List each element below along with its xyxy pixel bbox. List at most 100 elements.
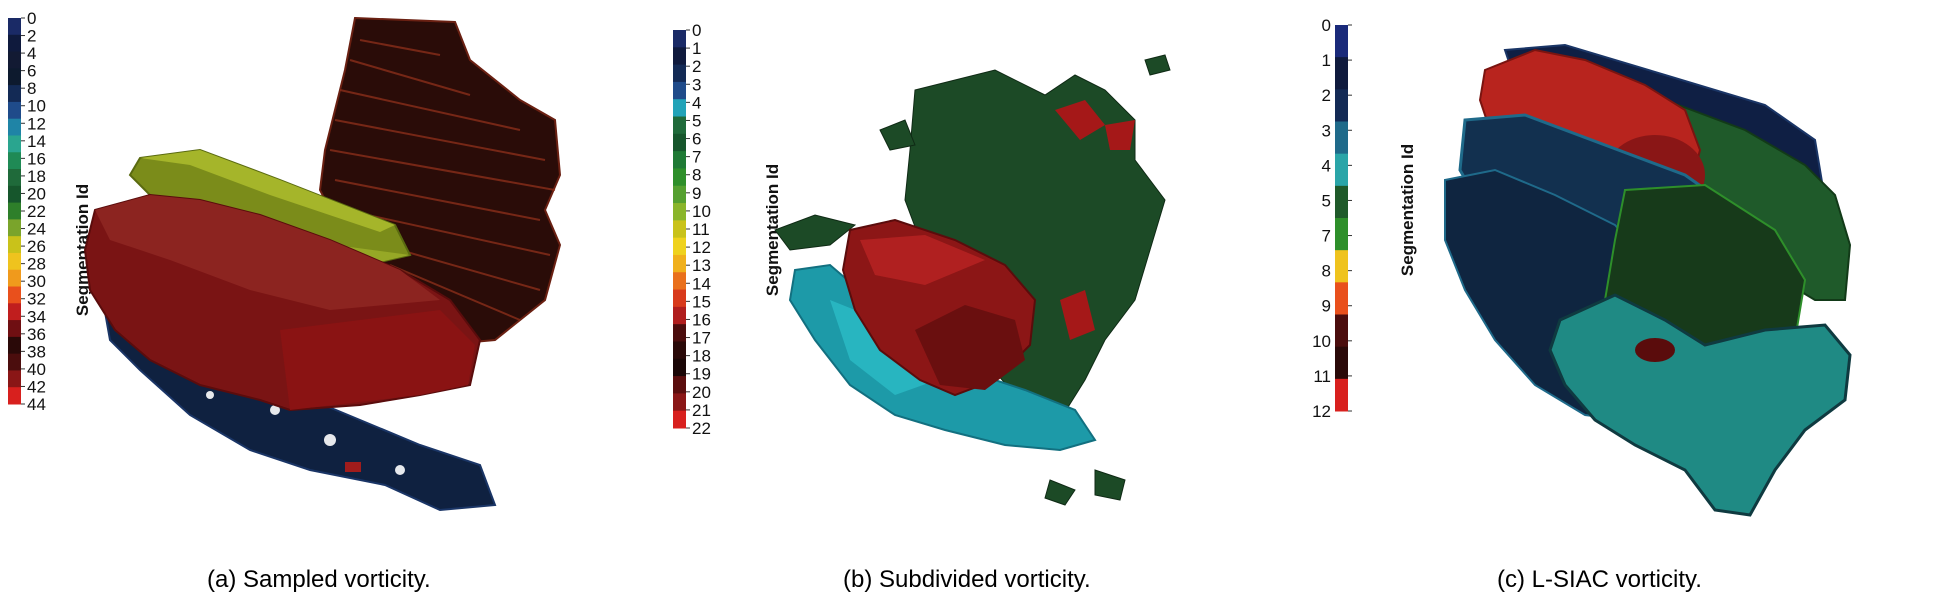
colorbar-segment xyxy=(8,68,21,86)
panel-b: 0 1 2 3 4 5 6 7 8 9 10 11 12 13 14 15 16 17 18 19 20 21 22 Seg… xyxy=(665,0,1305,548)
colorbar-tick-label: 3 xyxy=(1322,121,1331,140)
colorbar-a: 0246810121416182022242628303234363840424… xyxy=(8,9,46,414)
colorbar-tick-label: 22 xyxy=(692,419,711,438)
colorbar-tick-label: 20 xyxy=(27,184,46,203)
colorbar-segment xyxy=(673,376,686,394)
colorbar-segment xyxy=(673,151,686,169)
colorbar-tick-label: 13 xyxy=(692,256,711,275)
colorbar-tick-label: 4 xyxy=(692,93,701,112)
colorbar-segment xyxy=(8,51,21,69)
colorbar-tick-label: 20 xyxy=(692,383,711,402)
colorbar-segment xyxy=(1335,185,1348,219)
colorbar-tick-label: 30 xyxy=(27,272,46,291)
colorbar-segment xyxy=(8,185,21,204)
colorbar-tick-label: 4 xyxy=(1322,156,1331,175)
colorbar-tick-label: 8 xyxy=(1322,262,1331,281)
colorbar-tick-label: 38 xyxy=(27,342,46,361)
colorbar-segment xyxy=(1335,378,1348,412)
colorbar-segment xyxy=(1335,314,1348,348)
colorbar-tick-label: 12 xyxy=(692,238,711,257)
colorbar-tick-label: 16 xyxy=(692,310,711,329)
colorbar-tick-label: 5 xyxy=(1322,191,1331,210)
colorbar-tick-label: 11 xyxy=(692,220,710,239)
colorbar-tick-label: 6 xyxy=(27,62,36,81)
colorbar-segment xyxy=(673,220,686,239)
colorbar-tick-label: 8 xyxy=(27,79,36,98)
colorbar-segment xyxy=(673,237,686,256)
colorbar-segment xyxy=(8,320,21,338)
colorbar-tick-label: 0 xyxy=(692,21,701,40)
colorbar-c-title: Segmentation Id xyxy=(1398,144,1417,276)
colorbar-segment xyxy=(8,101,21,120)
colorbar-segment xyxy=(8,85,21,103)
colorbar-segment xyxy=(673,289,686,308)
colorbar-tick-label: 9 xyxy=(692,184,701,203)
colorbar-tick-label: 1 xyxy=(692,39,701,58)
colorbar-tick-label: 28 xyxy=(27,255,46,274)
red-cylinder xyxy=(841,218,1037,397)
colorbar-tick-label: 14 xyxy=(692,274,711,293)
colorbar-segment xyxy=(673,81,686,100)
colorbar-tick-label: 2 xyxy=(1322,86,1331,105)
colorbar-segment xyxy=(8,303,21,321)
colorbar-segment xyxy=(8,118,21,136)
colorbar-tick-label: 18 xyxy=(27,167,46,186)
colorbar-segment xyxy=(8,169,21,187)
colorbar-tick-label: 18 xyxy=(692,347,711,366)
colorbar-segment xyxy=(673,324,686,342)
colorbar-segment xyxy=(1335,250,1348,283)
colorbar-segment xyxy=(673,358,686,377)
colorbar-tick-label: 42 xyxy=(27,377,46,396)
colorbar-segment xyxy=(673,185,686,204)
colorbar-segment xyxy=(8,18,21,36)
colorbar-segment xyxy=(8,336,21,355)
colorbar-segment xyxy=(673,116,686,135)
colorbar-tick-label: 24 xyxy=(27,220,46,239)
colorbar-tick-label: 32 xyxy=(27,290,46,309)
colorbar-tick-label: 21 xyxy=(692,401,711,420)
colorbar-segment xyxy=(1335,153,1348,187)
colorbar-segment xyxy=(1335,218,1348,251)
colorbar-tick-label: 2 xyxy=(692,57,701,76)
colorbar-segment xyxy=(8,135,21,153)
colorbar-segment xyxy=(673,203,686,221)
colorbar-tick-label: 11 xyxy=(1313,367,1331,386)
colorbar-tick-label: 12 xyxy=(1312,402,1331,421)
colorbar-tick-label: 10 xyxy=(27,97,46,116)
colorbar-segment xyxy=(1335,282,1348,315)
colorbar-tick-label: 3 xyxy=(692,75,701,94)
colorbar-tick-label: 4 xyxy=(27,44,36,63)
colorbar-segment xyxy=(8,387,21,405)
colorbar-tick-label: 34 xyxy=(27,307,46,326)
teal-sheet xyxy=(1548,293,1852,517)
red-cylinder-blob xyxy=(83,193,482,472)
colorbar-tick-label: 8 xyxy=(692,166,701,185)
colorbar-tick-label: 22 xyxy=(27,202,46,221)
caption-b: (b) Subdivided vorticity. xyxy=(843,566,1091,593)
colorbar-segment xyxy=(673,30,686,48)
colorbar-segment xyxy=(8,219,21,237)
colorbar-segment xyxy=(1335,346,1348,380)
colorbar-segment xyxy=(673,341,686,360)
colorbar-segment xyxy=(673,254,686,273)
colorbar-tick-label: 10 xyxy=(1312,332,1331,351)
colorbar-segment xyxy=(673,393,686,412)
colorbar-segment xyxy=(8,236,21,254)
panel-a-render: 0246810121416182022242628303234363840424… xyxy=(8,9,562,512)
colorbar-tick-label: 12 xyxy=(27,114,46,133)
caption-c: (c) L-SIAC vorticity. xyxy=(1497,566,1702,593)
colorbar-segment xyxy=(673,168,686,187)
colorbar-tick-label: 40 xyxy=(27,360,46,379)
colorbar-segment xyxy=(1335,89,1348,122)
colorbar-segment xyxy=(8,152,21,170)
colorbar-segment xyxy=(8,34,21,53)
colorbar-tick-label: 36 xyxy=(27,325,46,344)
panel-a: 0 2 4 6 8 10 12 14 16 18 20 22 24 26 28 30 32 34 36 38 40 42 4… xyxy=(0,0,565,548)
colorbar-segment xyxy=(673,99,686,118)
colorbar-tick-label: 15 xyxy=(692,292,711,311)
colorbar-b-title: Segmentation Id xyxy=(763,164,782,296)
colorbar-tick-label: 6 xyxy=(692,130,701,149)
